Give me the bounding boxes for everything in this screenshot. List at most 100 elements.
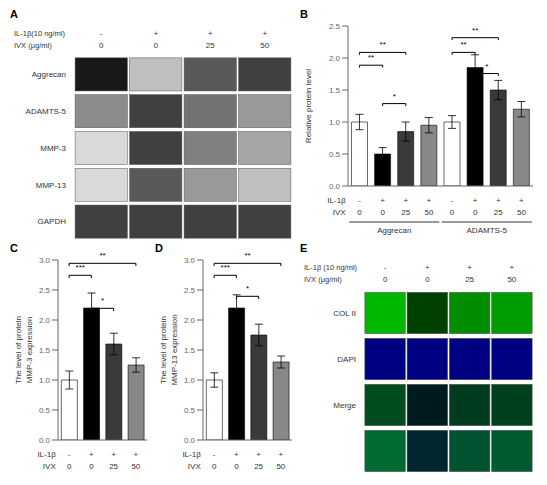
- svg-text:+: +: [234, 450, 239, 459]
- svg-text:**: **: [461, 40, 467, 49]
- svg-text:ADAMTS-5: ADAMTS-5: [467, 226, 508, 235]
- svg-text:**: **: [368, 53, 374, 62]
- svg-text:***: ***: [221, 263, 230, 272]
- svg-text:3.0: 3.0: [39, 256, 51, 265]
- svg-text:0.5: 0.5: [329, 150, 341, 159]
- svg-text:1.5: 1.5: [39, 346, 51, 355]
- svg-text:+: +: [473, 196, 478, 205]
- svg-text:+: +: [208, 29, 213, 38]
- svg-text:IL-1β (10 ng/ml): IL-1β (10 ng/ml): [304, 263, 358, 272]
- svg-text:0.5: 0.5: [39, 406, 51, 415]
- svg-text:-: -: [213, 450, 216, 459]
- svg-text:0: 0: [383, 275, 388, 284]
- svg-text:IVX (μg/ml): IVX (μg/ml): [14, 41, 52, 50]
- svg-text:25: 25: [401, 208, 410, 217]
- svg-text:0: 0: [99, 41, 104, 50]
- svg-text:*: *: [246, 284, 249, 293]
- svg-text:50: 50: [276, 462, 285, 471]
- svg-text:+: +: [510, 263, 515, 272]
- svg-text:-: -: [384, 263, 387, 272]
- svg-text:IL-1β: IL-1β: [182, 450, 201, 459]
- svg-text:50: 50: [131, 462, 140, 471]
- svg-text:**: **: [244, 251, 250, 260]
- svg-text:IVX: IVX: [188, 462, 202, 471]
- svg-text:The level of proteinMMP-3 expr: The level of proteinMMP-3 expression: [14, 316, 34, 384]
- svg-text:+: +: [111, 450, 116, 459]
- svg-text:*: *: [101, 296, 104, 305]
- svg-text:50: 50: [517, 208, 526, 217]
- svg-text:+: +: [467, 263, 472, 272]
- svg-text:DAPI: DAPI: [337, 355, 356, 364]
- svg-text:50: 50: [260, 41, 269, 50]
- svg-text:2.0: 2.0: [184, 316, 196, 325]
- svg-text:***: ***: [76, 263, 85, 272]
- svg-text:2.0: 2.0: [329, 54, 341, 63]
- svg-text:ADAMTS-5: ADAMTS-5: [26, 107, 67, 116]
- svg-text:IL-1β: IL-1β: [37, 450, 56, 459]
- svg-text:Aggrecan: Aggrecan: [32, 70, 66, 79]
- svg-text:0.0: 0.0: [39, 436, 51, 445]
- svg-text:-: -: [100, 29, 103, 38]
- svg-text:+: +: [425, 263, 430, 272]
- svg-text:0: 0: [154, 41, 159, 50]
- svg-text:+: +: [262, 29, 267, 38]
- svg-text:**: **: [99, 251, 105, 260]
- svg-text:*: *: [393, 92, 396, 101]
- svg-text:+: +: [380, 196, 385, 205]
- svg-text:0: 0: [425, 275, 430, 284]
- svg-text:*: *: [485, 62, 488, 71]
- svg-text:+: +: [427, 196, 432, 205]
- svg-text:1.0: 1.0: [329, 118, 341, 127]
- svg-text:0: 0: [473, 208, 478, 217]
- svg-text:1.5: 1.5: [184, 346, 196, 355]
- svg-text:0.0: 0.0: [329, 182, 341, 191]
- svg-text:1.5: 1.5: [329, 86, 341, 95]
- svg-text:MMP-3: MMP-3: [40, 144, 66, 153]
- svg-text:25: 25: [109, 462, 118, 471]
- svg-text:50: 50: [424, 208, 433, 217]
- svg-text:+: +: [134, 450, 139, 459]
- svg-text:0: 0: [212, 462, 217, 471]
- svg-text:-: -: [358, 196, 361, 205]
- svg-text:0: 0: [89, 462, 94, 471]
- svg-text:0: 0: [67, 462, 72, 471]
- svg-text:Aggrecan: Aggrecan: [377, 226, 411, 235]
- svg-text:2.5: 2.5: [184, 286, 196, 295]
- svg-text:COL II: COL II: [333, 309, 356, 318]
- svg-text:Merge: Merge: [333, 401, 356, 410]
- svg-text:-: -: [68, 450, 71, 459]
- svg-text:2.5: 2.5: [39, 286, 51, 295]
- svg-text:+: +: [89, 450, 94, 459]
- svg-text:IL-1β: IL-1β: [327, 196, 346, 205]
- svg-text:0: 0: [234, 462, 239, 471]
- svg-text:25: 25: [494, 208, 503, 217]
- svg-text:+: +: [519, 196, 524, 205]
- svg-text:+: +: [403, 196, 408, 205]
- svg-text:IVX: IVX: [43, 462, 57, 471]
- svg-text:The level of proteinMMP-13 exp: The level of proteinMMP-13 expression: [159, 314, 179, 385]
- svg-text:1.0: 1.0: [184, 376, 196, 385]
- svg-text:**: **: [380, 40, 386, 49]
- svg-text:50: 50: [507, 275, 516, 284]
- svg-text:25: 25: [206, 41, 215, 50]
- svg-text:2.5: 2.5: [329, 22, 341, 31]
- svg-text:3.0: 3.0: [184, 256, 196, 265]
- svg-text:1.0: 1.0: [39, 376, 51, 385]
- svg-text:GAPDH: GAPDH: [38, 217, 67, 226]
- svg-text:+: +: [496, 196, 501, 205]
- svg-text:IVX: IVX: [333, 208, 347, 217]
- svg-text:IL-1β(10 ng/ml): IL-1β(10 ng/ml): [14, 29, 66, 38]
- svg-text:0: 0: [450, 208, 455, 217]
- svg-text:Relative protein level: Relative protein level: [304, 69, 313, 143]
- svg-text:MMP-13: MMP-13: [36, 181, 67, 190]
- svg-text:**: **: [472, 26, 478, 35]
- svg-text:+: +: [279, 450, 284, 459]
- svg-text:25: 25: [254, 462, 263, 471]
- svg-text:+: +: [256, 450, 261, 459]
- svg-text:IVX (μg/ml): IVX (μg/ml): [304, 275, 342, 284]
- svg-text:+: +: [153, 29, 158, 38]
- svg-text:0.0: 0.0: [184, 436, 196, 445]
- svg-text:2.0: 2.0: [39, 316, 51, 325]
- svg-text:0: 0: [380, 208, 385, 217]
- svg-text:25: 25: [465, 275, 474, 284]
